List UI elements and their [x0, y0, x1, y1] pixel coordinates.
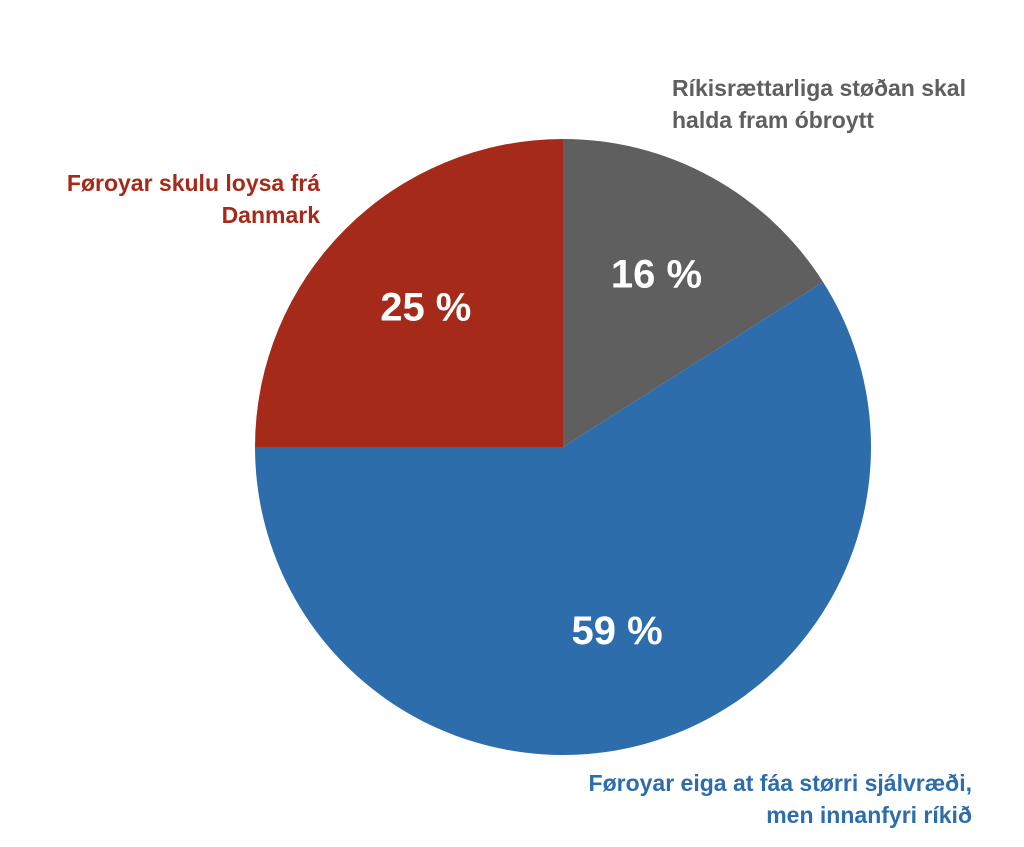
data-label: 16 % — [611, 253, 702, 297]
data-label: 25 % — [380, 285, 471, 329]
pie-slice — [255, 281, 871, 756]
slice-label: Føroyar skulu loysa frá Danmark — [66, 170, 320, 228]
slice-label: Ríkisrættarliga støðan skal halda fram ó… — [672, 75, 966, 133]
pie-slice — [255, 139, 563, 447]
data-label: 59 % — [572, 609, 663, 653]
pie-slice — [563, 139, 824, 447]
slice-label: Føroyar eiga at fáa størri sjálvræði, me… — [588, 770, 972, 828]
